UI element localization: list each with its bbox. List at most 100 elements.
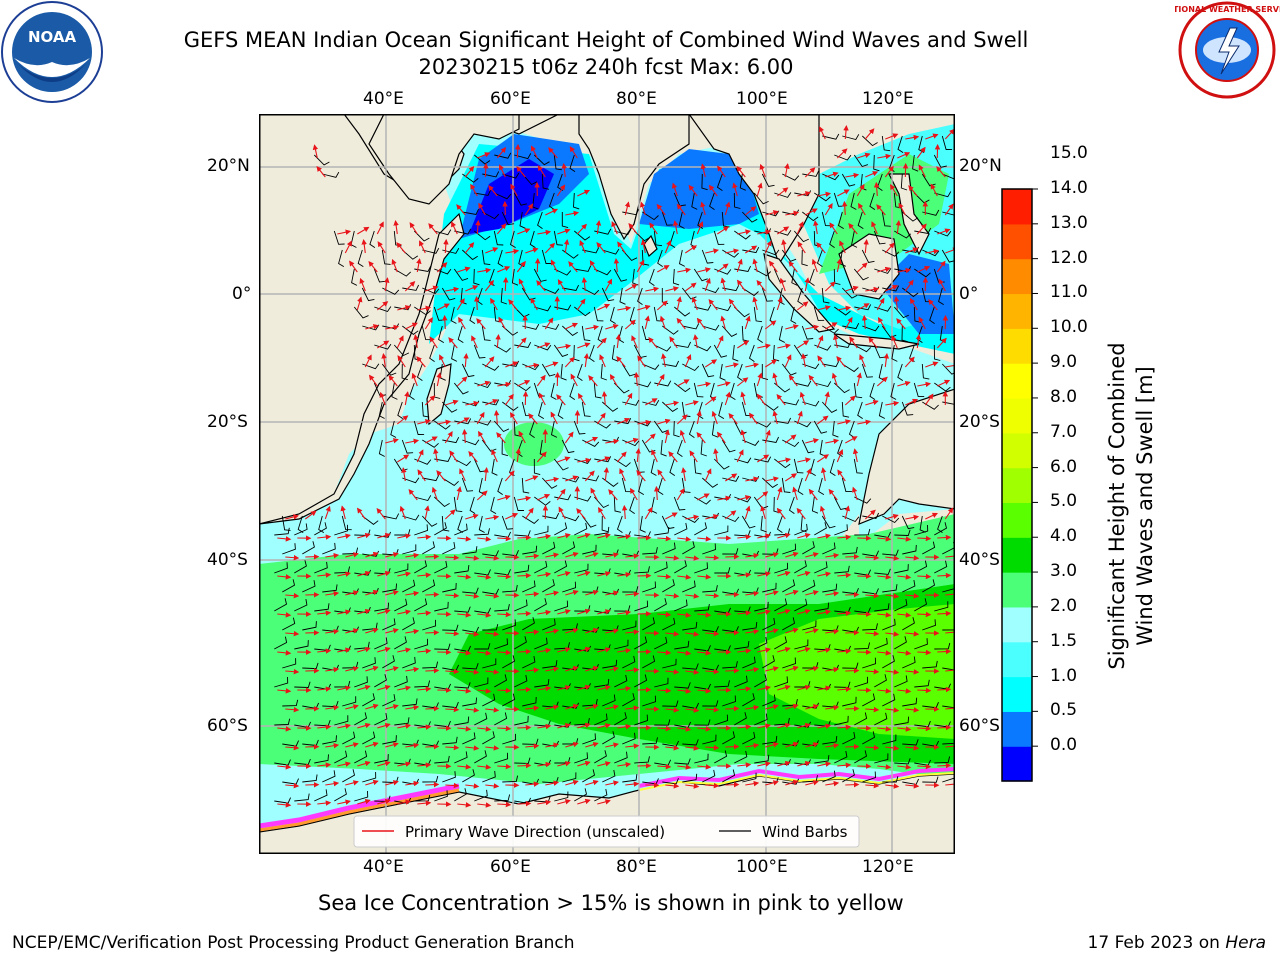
wind-barb: [774, 676, 788, 688]
wind-barb: [613, 382, 630, 394]
wind-barb: [688, 420, 695, 438]
wave-direction-arrow: [577, 189, 590, 197]
wave-direction-arrow: [589, 260, 598, 273]
wind-barb: [453, 268, 469, 281]
wind-barb: [374, 674, 387, 688]
wind-barb: [634, 381, 652, 388]
colorbar-tick-label: 2.0: [1050, 595, 1078, 616]
wind-barb: [942, 771, 955, 783]
wind-barb: [754, 420, 772, 428]
wind-barb: [282, 658, 297, 669]
wind-barb: [722, 285, 740, 292]
wave-direction-arrow: [752, 258, 758, 273]
wind-barb: [721, 325, 738, 337]
wave-direction-arrow: [768, 260, 778, 273]
wind-barb: [714, 680, 730, 688]
wind-barb: [642, 655, 656, 669]
wind-barb: [842, 696, 857, 707]
wind-barb: [674, 306, 691, 317]
wind-barb: [609, 306, 616, 324]
colorbar-segment: [1002, 746, 1032, 782]
wind-barb: [774, 417, 792, 424]
wind-barb: [322, 770, 336, 783]
wave-direction-arrow: [364, 354, 372, 368]
wind-barb: [639, 515, 646, 533]
wind-barb: [469, 306, 476, 324]
wind-barb: [573, 192, 580, 210]
wave-direction-arrow: [916, 146, 926, 159]
wind-barb: [542, 660, 558, 669]
wind-barb: [741, 515, 756, 529]
wave-direction-arrow: [895, 220, 902, 235]
wind-barb: [422, 775, 439, 783]
colorbar-tick-label: 7.0: [1050, 421, 1078, 442]
wave-direction-arrow: [677, 267, 692, 273]
wave-direction-arrow: [801, 353, 807, 368]
wind-barb: [588, 344, 595, 362]
wind-barb: [942, 401, 955, 405]
wind-barb: [454, 565, 470, 574]
wave-direction-arrow: [550, 259, 558, 273]
wave-direction-arrow: [797, 241, 806, 254]
wind-barb: [494, 752, 509, 764]
wave-direction-arrow: [930, 183, 938, 197]
wind-barb: [933, 344, 941, 361]
wave-direction-arrow: [925, 133, 939, 140]
wind-barb: [842, 546, 858, 555]
wave-direction-arrow: [424, 317, 433, 330]
wind-barb: [382, 618, 396, 631]
wave-direction-arrow: [757, 229, 772, 235]
wind-barb: [474, 189, 492, 196]
wind-barb: [682, 739, 699, 746]
wind-barb: [374, 754, 389, 764]
wave-direction-arrow: [385, 324, 400, 331]
wave-direction-arrow: [656, 203, 666, 216]
wind-barb: [574, 265, 592, 272]
wave-direction-arrow: [499, 164, 506, 178]
wind-barb: [553, 230, 563, 246]
wind-barb: [537, 211, 543, 229]
wave-direction-arrow: [736, 258, 743, 273]
wave-direction-arrow: [405, 322, 418, 330]
ocean-blue-bengal: [639, 149, 759, 229]
wave-direction-arrow: [849, 336, 858, 349]
wind-barb: [788, 496, 795, 514]
wave-direction-arrow: [448, 337, 458, 349]
wind-barb: [462, 439, 480, 446]
wave-direction-arrow: [404, 281, 416, 292]
wind-barb: [442, 736, 458, 745]
wave-direction-arrow: [437, 303, 450, 311]
wind-barb: [821, 515, 836, 529]
wind-barb: [602, 477, 619, 487]
wave-direction-arrow: [805, 208, 818, 216]
wave-direction-arrow: [765, 210, 779, 216]
wind-barb: [902, 617, 915, 631]
wind-barb: [919, 515, 926, 533]
wind-barb: [797, 287, 804, 305]
wind-barb: [581, 515, 597, 528]
wind-barb: [834, 715, 849, 726]
wind-barb: [611, 344, 619, 362]
wind-barb: [514, 674, 528, 688]
wind-barb: [274, 527, 290, 536]
wind-barb: [714, 525, 729, 536]
wave-direction-arrow: [937, 610, 952, 617]
wind-barb: [821, 287, 830, 304]
wave-direction-arrow: [640, 239, 647, 254]
wind-barb: [637, 287, 643, 305]
wave-direction-arrow: [517, 762, 532, 769]
wind-barb: [621, 249, 638, 261]
wave-direction-arrow: [676, 296, 682, 311]
wind-barb: [442, 624, 459, 631]
wave-direction-arrow: [368, 260, 378, 273]
wind-barb: [362, 771, 377, 783]
wave-direction-arrow: [669, 336, 678, 349]
wind-barb: [714, 305, 732, 312]
wind-barb: [854, 676, 869, 688]
wave-direction-arrow: [884, 165, 894, 178]
lat-tick-right-60s: 60°S: [959, 716, 1000, 736]
wind-barb: [874, 753, 889, 764]
wind-barb: [782, 657, 796, 669]
wind-barb: [416, 363, 423, 381]
wind-barb: [454, 682, 471, 689]
